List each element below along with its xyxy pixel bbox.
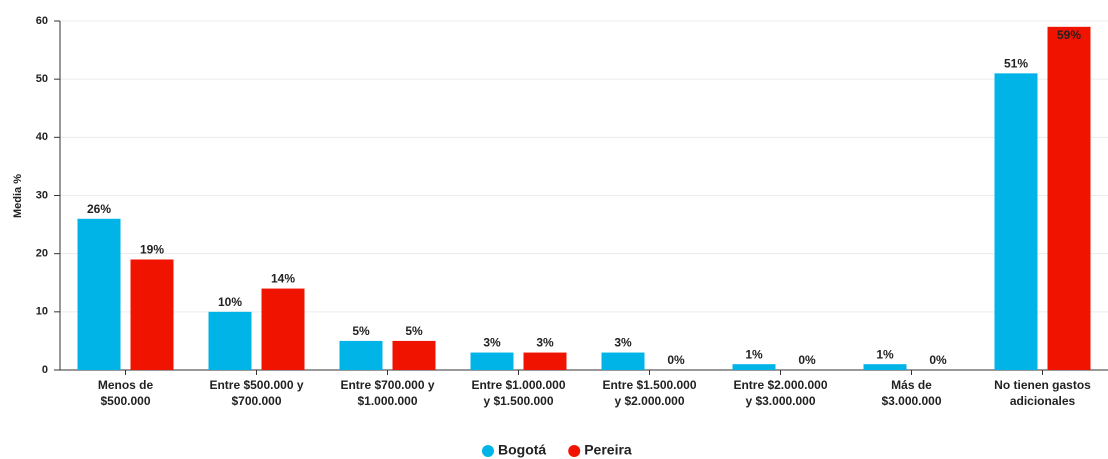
bar [470, 352, 514, 370]
value-label: 51% [1004, 57, 1028, 71]
legend-marker [568, 445, 581, 457]
value-label: 10% [218, 295, 242, 309]
y-tick-label: 20 [36, 248, 48, 260]
value-label: 0% [798, 353, 816, 367]
x-tick-label: Entre $1.000.000 y $1.500.000 [471, 378, 565, 408]
x-tick-label: Menos de $500.000 [98, 378, 154, 408]
value-label: 26% [87, 202, 111, 216]
bar [392, 340, 436, 370]
legend-label: Bogotá [498, 442, 546, 458]
bar [261, 288, 305, 370]
y-tick-label: 10 [36, 306, 48, 318]
value-label: 1% [876, 347, 894, 361]
bar [601, 352, 645, 370]
value-label: 5% [352, 324, 370, 338]
x-tick-label: Entre $2.000.000 y $3.000.000 [733, 378, 827, 408]
bar [732, 364, 776, 370]
value-label: 3% [536, 336, 554, 350]
x-tick-label: No tienen gastos adicionales [994, 378, 1091, 408]
bar [863, 364, 907, 370]
bar [523, 352, 567, 370]
x-tick-label: Más de $3.000.000 [881, 378, 941, 408]
x-tick-label: Entre $500.000 y $700.000 [209, 378, 303, 408]
bar [77, 218, 121, 370]
x-tick-label: Entre $1.500.000 y $2.000.000 [602, 378, 696, 408]
bar [208, 311, 252, 370]
bar [130, 259, 174, 370]
y-tick-label: 0 [42, 364, 48, 376]
bar [339, 340, 383, 370]
y-tick-label: 40 [36, 131, 48, 143]
y-tick-label: 50 [36, 73, 48, 85]
value-label: 0% [929, 353, 947, 367]
value-label: 19% [140, 243, 164, 257]
bar [1047, 26, 1091, 371]
legend-marker [482, 445, 494, 457]
value-label: 3% [614, 336, 632, 350]
y-tick-label: 60 [36, 15, 48, 27]
legend-label: Pereira [584, 442, 632, 458]
value-label: 1% [745, 347, 763, 361]
value-label: 59% [1057, 28, 1081, 42]
y-tick-label: 30 [36, 189, 48, 201]
y-axis-label: Media % [12, 174, 24, 218]
value-label: 14% [271, 272, 295, 286]
x-tick-label: Entre $700.000 y $1.000.000 [340, 378, 434, 408]
value-label: 3% [483, 336, 501, 350]
bar [994, 73, 1038, 370]
value-label: 5% [405, 324, 423, 338]
value-label: 0% [667, 353, 685, 367]
